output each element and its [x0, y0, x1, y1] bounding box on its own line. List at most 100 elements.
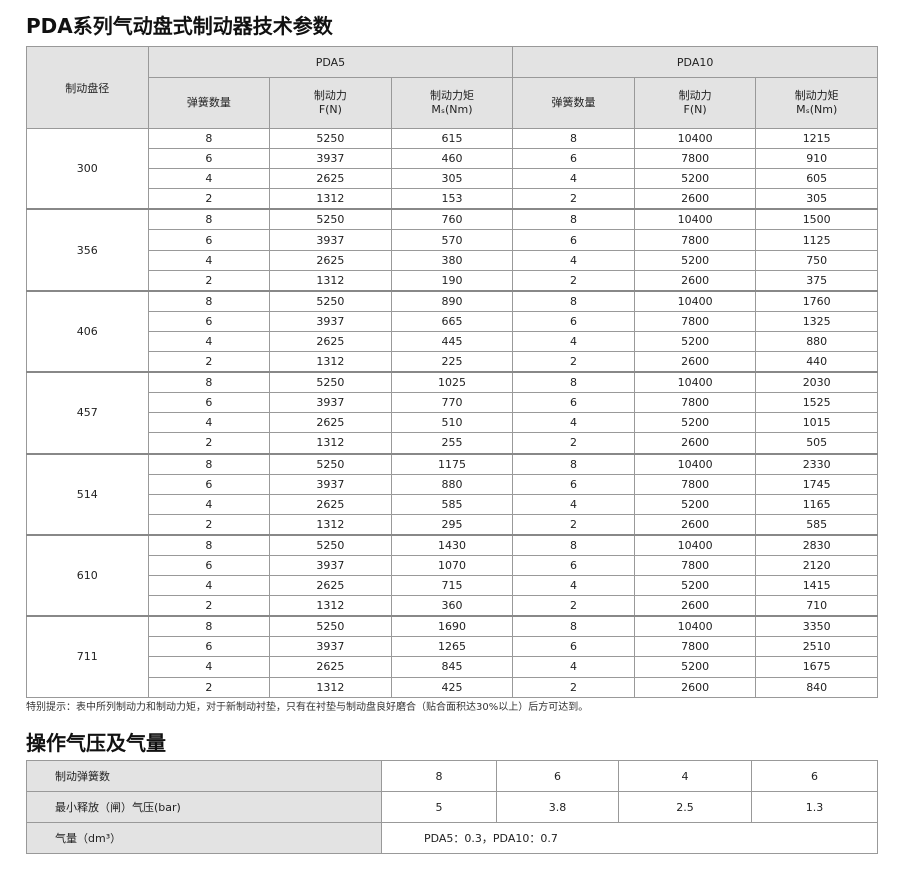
table-cell: 505 — [755, 432, 878, 454]
table-row: 2 1312 295 2 2600 585 — [27, 513, 878, 536]
table-cell: 5200 — [633, 656, 757, 678]
pressure-value: 2.5 — [618, 791, 752, 823]
table-cell: 10400 — [633, 615, 757, 638]
table-cell: 845 — [390, 656, 514, 678]
column-header: 制动力 F(N) — [269, 77, 392, 129]
table-cell: 2510 — [755, 636, 878, 658]
table-row: 4 2625 305 4 5200 605 — [27, 168, 878, 190]
table-cell: 1312 — [269, 269, 392, 292]
table-cell: 1430 — [390, 533, 514, 556]
table-cell: 2 — [512, 676, 635, 698]
table-cell: 880 — [755, 330, 878, 353]
column-header-line: 制动力 — [678, 89, 712, 102]
table-cell: 5200 — [633, 412, 757, 434]
table-cell: 4 — [147, 168, 271, 190]
diameter-cell: 711 — [26, 615, 149, 698]
table-cell: 360 — [390, 595, 514, 617]
table-row: 2 1312 225 2 2600 440 — [27, 351, 878, 373]
table-cell: 2600 — [633, 351, 757, 373]
table-cell: 2 — [512, 432, 635, 454]
table-cell: 2330 — [755, 452, 878, 475]
table-cell: 4 — [512, 493, 635, 515]
table-cell: 4 — [147, 412, 271, 434]
table-row: 4 2625 715 4 5200 1415 — [27, 575, 878, 597]
table-cell: 615 — [390, 127, 514, 150]
air-value: PDA5：0.3，PDA10：0.7 — [381, 822, 878, 854]
table-cell: 4 — [147, 656, 271, 678]
table-cell: 5250 — [269, 533, 392, 556]
table-cell: 5250 — [269, 127, 392, 150]
table-cell: 585 — [755, 513, 878, 536]
table-cell: 6 — [147, 229, 271, 251]
table-row: 制动弹簧数 8 6 4 6 — [26, 760, 878, 792]
table-cell: 570 — [390, 229, 514, 251]
table-cell: 1312 — [269, 676, 392, 698]
column-header-unit: Mₛ(Nm) — [796, 103, 838, 116]
table-cell: 7800 — [633, 636, 757, 658]
column-header-line: 制动力矩 — [794, 89, 839, 102]
table-cell: 6 — [147, 310, 271, 332]
table-cell: 8 — [147, 208, 271, 231]
table-cell: 445 — [390, 330, 514, 353]
table-cell: 2 — [147, 595, 271, 617]
table-cell: 2625 — [269, 412, 392, 434]
table-cell: 8 — [512, 127, 635, 150]
table-cell: 2625 — [269, 656, 392, 678]
table-cell: 4 — [512, 575, 635, 597]
air-label: 气量（dm³） — [26, 822, 382, 854]
table-row: 2 1312 190 2 2600 375 — [27, 269, 878, 292]
table-cell: 3937 — [269, 554, 392, 577]
table-cell: 1760 — [755, 289, 878, 312]
diameter-cell: 457 — [26, 371, 149, 455]
table-cell: 10400 — [633, 208, 757, 231]
table-cell: 440 — [755, 351, 878, 373]
table-cell: 1025 — [390, 371, 514, 394]
table-row: 4 2625 585 4 5200 1165 — [27, 493, 878, 515]
springs-value: 8 — [381, 760, 497, 792]
table-cell: 880 — [390, 473, 514, 495]
table-cell: 2625 — [269, 575, 392, 597]
table-cell: 2 — [147, 432, 271, 454]
table-cell: 3937 — [269, 310, 392, 332]
table-cell: 8 — [147, 452, 271, 475]
table-cell: 2 — [147, 513, 271, 536]
pressure-value: 5 — [381, 791, 497, 823]
table-cell: 5200 — [633, 168, 757, 190]
table-cell: 7800 — [633, 554, 757, 577]
table-cell: 6 — [512, 392, 635, 414]
table-cell: 7800 — [633, 229, 757, 251]
table-cell: 1312 — [269, 188, 392, 210]
table-row: 406 8 5250 890 8 10400 1760 — [26, 289, 878, 373]
table-cell: 1325 — [755, 310, 878, 332]
table-cell: 380 — [390, 249, 514, 271]
table-cell: 840 — [755, 676, 878, 698]
table-cell: 2 — [512, 188, 635, 210]
table-row: 6 3937 1070 6 7800 2120 — [27, 554, 878, 577]
table-cell: 710 — [755, 595, 878, 617]
table-cell: 225 — [390, 351, 514, 373]
table-cell: 770 — [390, 392, 514, 414]
table-cell: 760 — [390, 208, 514, 231]
table-cell: 1745 — [755, 473, 878, 495]
table-cell: 6 — [512, 148, 635, 170]
table-cell: 6 — [147, 636, 271, 658]
table-cell: 7800 — [633, 473, 757, 495]
table-cell: 6 — [147, 148, 271, 170]
table-cell: 5250 — [269, 371, 392, 394]
table-cell: 2 — [512, 513, 635, 536]
column-header: 制动力矩 Mₛ(Nm) — [390, 77, 514, 129]
table-row: 514 8 5250 1175 8 10400 2330 — [26, 452, 878, 536]
table-row: 2 1312 425 2 2600 840 — [27, 676, 878, 698]
table-cell: 8 — [512, 533, 635, 556]
column-header-line: 制动力矩 — [429, 89, 474, 102]
table-row: 711 8 5250 1690 8 10400 3350 — [26, 615, 878, 698]
table-cell: 2830 — [755, 533, 878, 556]
table-cell: 1312 — [269, 513, 392, 536]
table-cell: 10400 — [633, 127, 757, 150]
table-cell: 1675 — [755, 656, 878, 678]
table-cell: 715 — [390, 575, 514, 597]
table-cell: 4 — [147, 330, 271, 353]
table-cell: 6 — [512, 554, 635, 577]
table-cell: 5250 — [269, 452, 392, 475]
table-cell: 3937 — [269, 392, 392, 414]
